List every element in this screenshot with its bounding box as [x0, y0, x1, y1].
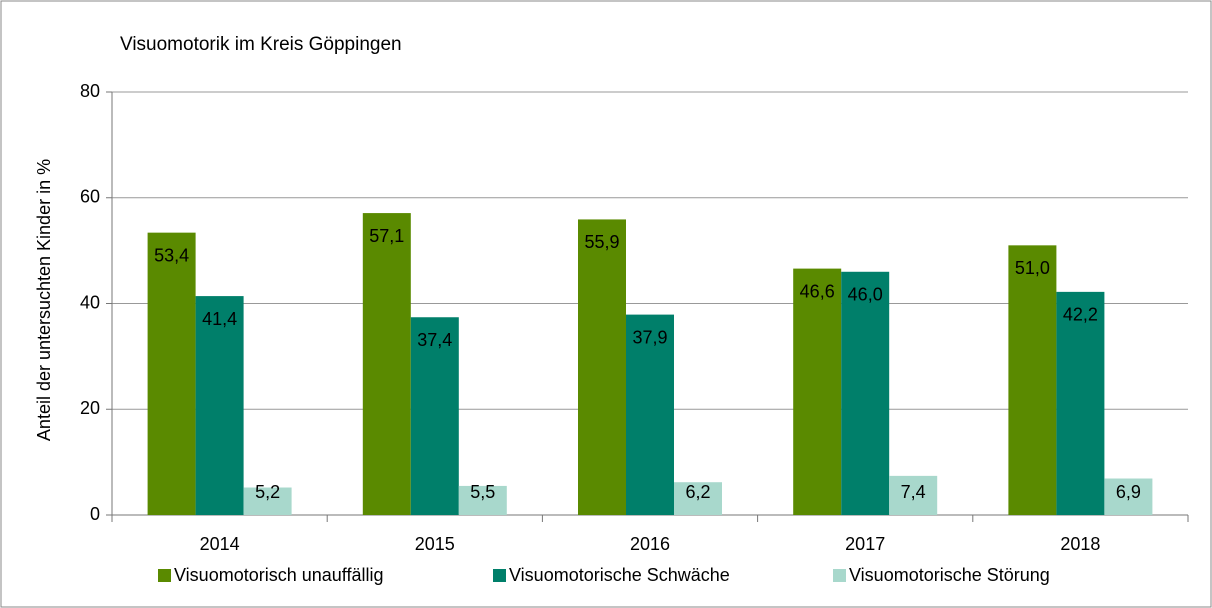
chart-title: Visuomotorik im Kreis Göppingen [120, 34, 402, 55]
value-label: 46,0 [848, 285, 883, 305]
y-axis-label: Anteil der untersuchten Kinder in % [34, 159, 54, 441]
bar [793, 268, 842, 515]
bar [889, 475, 938, 515]
value-label: 5,5 [470, 482, 495, 502]
bar [1008, 245, 1057, 515]
y-tick-label: 80 [80, 81, 100, 101]
legend-label: Visuomotorische Störung [849, 565, 1050, 585]
legend-swatch [158, 569, 171, 582]
value-label: 37,9 [632, 327, 667, 347]
bar [458, 485, 507, 515]
value-label: 57,1 [369, 226, 404, 246]
y-tick-label: 60 [80, 187, 100, 207]
y-tick-label: 20 [80, 398, 100, 418]
x-tick-label: 2015 [415, 534, 455, 554]
value-label: 37,4 [417, 330, 452, 350]
y-tick-label: 0 [90, 504, 100, 524]
bar [674, 482, 722, 515]
bar [626, 314, 674, 515]
value-label: 41,4 [202, 309, 237, 329]
bar [410, 317, 459, 515]
bar [362, 213, 411, 516]
x-tick-label: 2016 [630, 534, 670, 554]
value-label: 42,2 [1063, 305, 1098, 325]
bar [841, 271, 890, 515]
value-label: 5,2 [255, 482, 280, 502]
legend-swatch [493, 569, 506, 582]
value-label: 7,4 [901, 482, 926, 502]
value-label: 46,6 [800, 281, 835, 301]
value-label: 53,4 [154, 245, 189, 265]
value-label: 6,2 [685, 482, 710, 502]
legend-label: Visuomotorische Schwäche [509, 565, 730, 585]
y-tick-label: 40 [80, 292, 100, 312]
bar [1104, 478, 1153, 515]
bar [578, 219, 626, 515]
legend-label: Visuomotorisch unauffällig [174, 565, 383, 585]
x-tick-label: 2018 [1060, 534, 1100, 554]
x-tick-label: 2014 [200, 534, 240, 554]
value-label: 6,9 [1116, 482, 1141, 502]
bar [1056, 291, 1105, 515]
value-label: 51,0 [1015, 258, 1050, 278]
legend-swatch [833, 569, 846, 582]
x-tick-label: 2017 [845, 534, 885, 554]
bar [147, 232, 196, 515]
bar [195, 296, 244, 515]
bar [243, 487, 292, 515]
value-label: 55,9 [584, 232, 619, 252]
